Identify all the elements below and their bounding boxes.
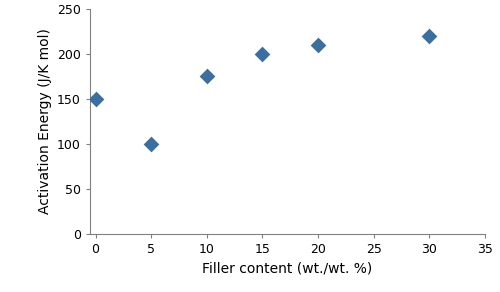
- Point: [203, 74, 211, 79]
- X-axis label: Filler content (wt./wt. %): Filler content (wt./wt. %): [202, 261, 372, 275]
- Point: [92, 96, 100, 101]
- Point: [258, 51, 266, 56]
- Y-axis label: Activation Energy (J/K mol): Activation Energy (J/K mol): [38, 28, 52, 214]
- Point: [147, 141, 155, 146]
- Point: [314, 42, 322, 47]
- Point: [426, 33, 434, 38]
